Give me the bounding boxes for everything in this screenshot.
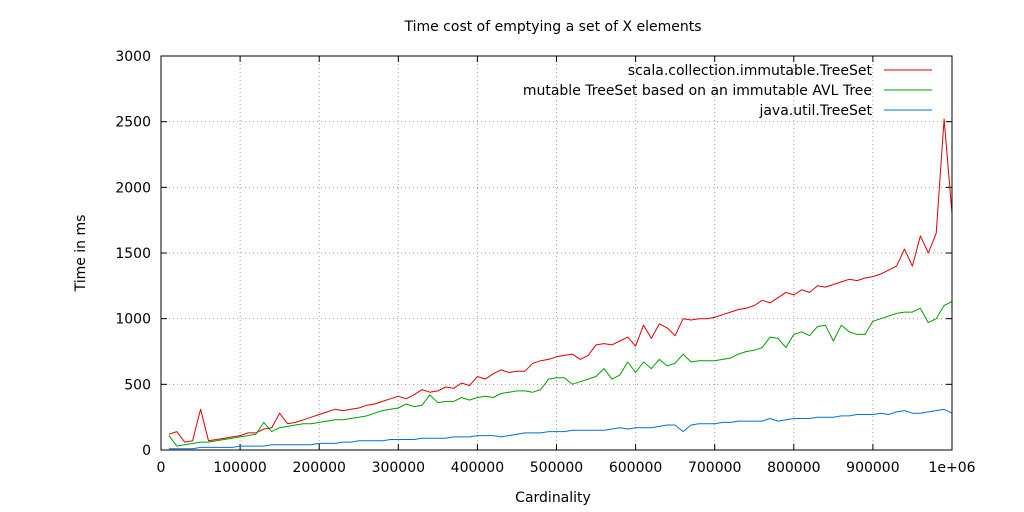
y-axis-label: Time in ms bbox=[73, 215, 89, 293]
axis-ticks: 0 500 1000 1500 2000 2500 3000 0 100000 200000 300… bbox=[115, 49, 975, 476]
y-tick-label: 500 bbox=[124, 377, 151, 393]
y-tick-label: 3000 bbox=[115, 49, 151, 65]
x-tick-label: 600000 bbox=[609, 460, 662, 476]
series-line-0 bbox=[168, 118, 953, 443]
y-tick-label: 0 bbox=[142, 443, 151, 459]
x-tick-label: 100000 bbox=[213, 460, 266, 476]
plot-frame bbox=[160, 55, 953, 451]
legend: scala.collection.immutable.TreeSet mutabl… bbox=[523, 63, 932, 119]
x-tick-label: 700000 bbox=[688, 460, 741, 476]
x-tick-label: 0 bbox=[157, 460, 166, 476]
y-tick-label: 1500 bbox=[115, 246, 151, 262]
y-tick-label: 1000 bbox=[115, 312, 151, 328]
series-line-1 bbox=[168, 301, 953, 447]
x-tick-label: 500000 bbox=[530, 460, 583, 476]
series-line-2 bbox=[168, 408, 953, 450]
x-tick-label: 800000 bbox=[767, 460, 820, 476]
y-tick-label: 2000 bbox=[115, 180, 151, 196]
x-tick-label: 200000 bbox=[292, 460, 345, 476]
legend-label-1: mutable TreeSet based on an immutable AV… bbox=[523, 83, 872, 99]
series-layer bbox=[168, 118, 953, 450]
x-axis-label: Cardinality bbox=[515, 490, 591, 506]
x-tick-label: 300000 bbox=[372, 460, 425, 476]
x-tick-label: 1e+06 bbox=[928, 460, 975, 476]
x-tick-label: 900000 bbox=[846, 460, 899, 476]
x-tick-label: 400000 bbox=[451, 460, 504, 476]
chart-title: Time cost of emptying a set of X element… bbox=[403, 19, 701, 35]
legend-label-2: java.util.TreeSet bbox=[758, 103, 872, 119]
legend-label-0: scala.collection.immutable.TreeSet bbox=[628, 63, 873, 79]
gridlines bbox=[161, 56, 952, 450]
y-tick-label: 2500 bbox=[115, 115, 151, 131]
